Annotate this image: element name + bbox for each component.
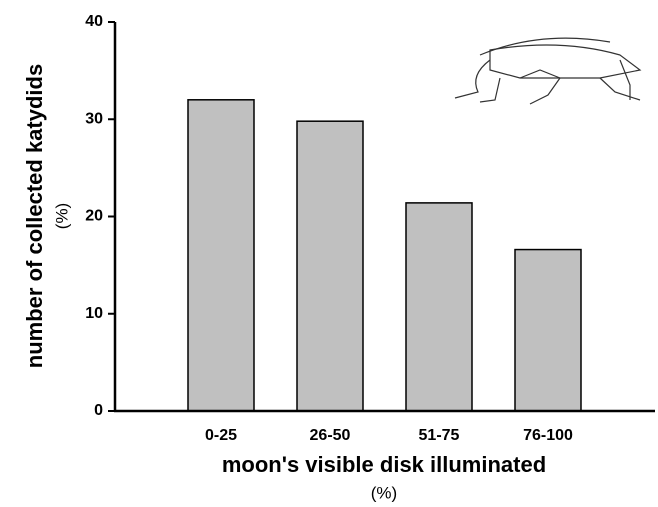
katydid-illustration: [455, 38, 640, 104]
x-tick-label: 76-100: [523, 427, 573, 444]
bar: [515, 250, 581, 411]
y-tick-label: 10: [85, 305, 103, 322]
chart: number of collected katydids (%) moon's …: [0, 0, 658, 507]
x-tick-label: 0-25: [205, 427, 237, 444]
y-tick-label: 20: [85, 208, 103, 225]
bar: [297, 121, 363, 411]
x-tick-label: 51-75: [419, 427, 460, 444]
y-tick-label: 30: [85, 110, 103, 127]
x-axis-label: moon's visible disk illuminated: [222, 452, 546, 477]
y-tick-label: 0: [94, 402, 103, 419]
y-axis-unit: (%): [52, 203, 71, 229]
x-tick-label: 26-50: [310, 427, 351, 444]
bar: [406, 203, 472, 411]
x-axis-unit: (%): [371, 483, 397, 502]
y-tick-label: 40: [85, 13, 103, 30]
y-axis-label: number of collected katydids: [22, 64, 47, 368]
bar: [188, 100, 254, 411]
